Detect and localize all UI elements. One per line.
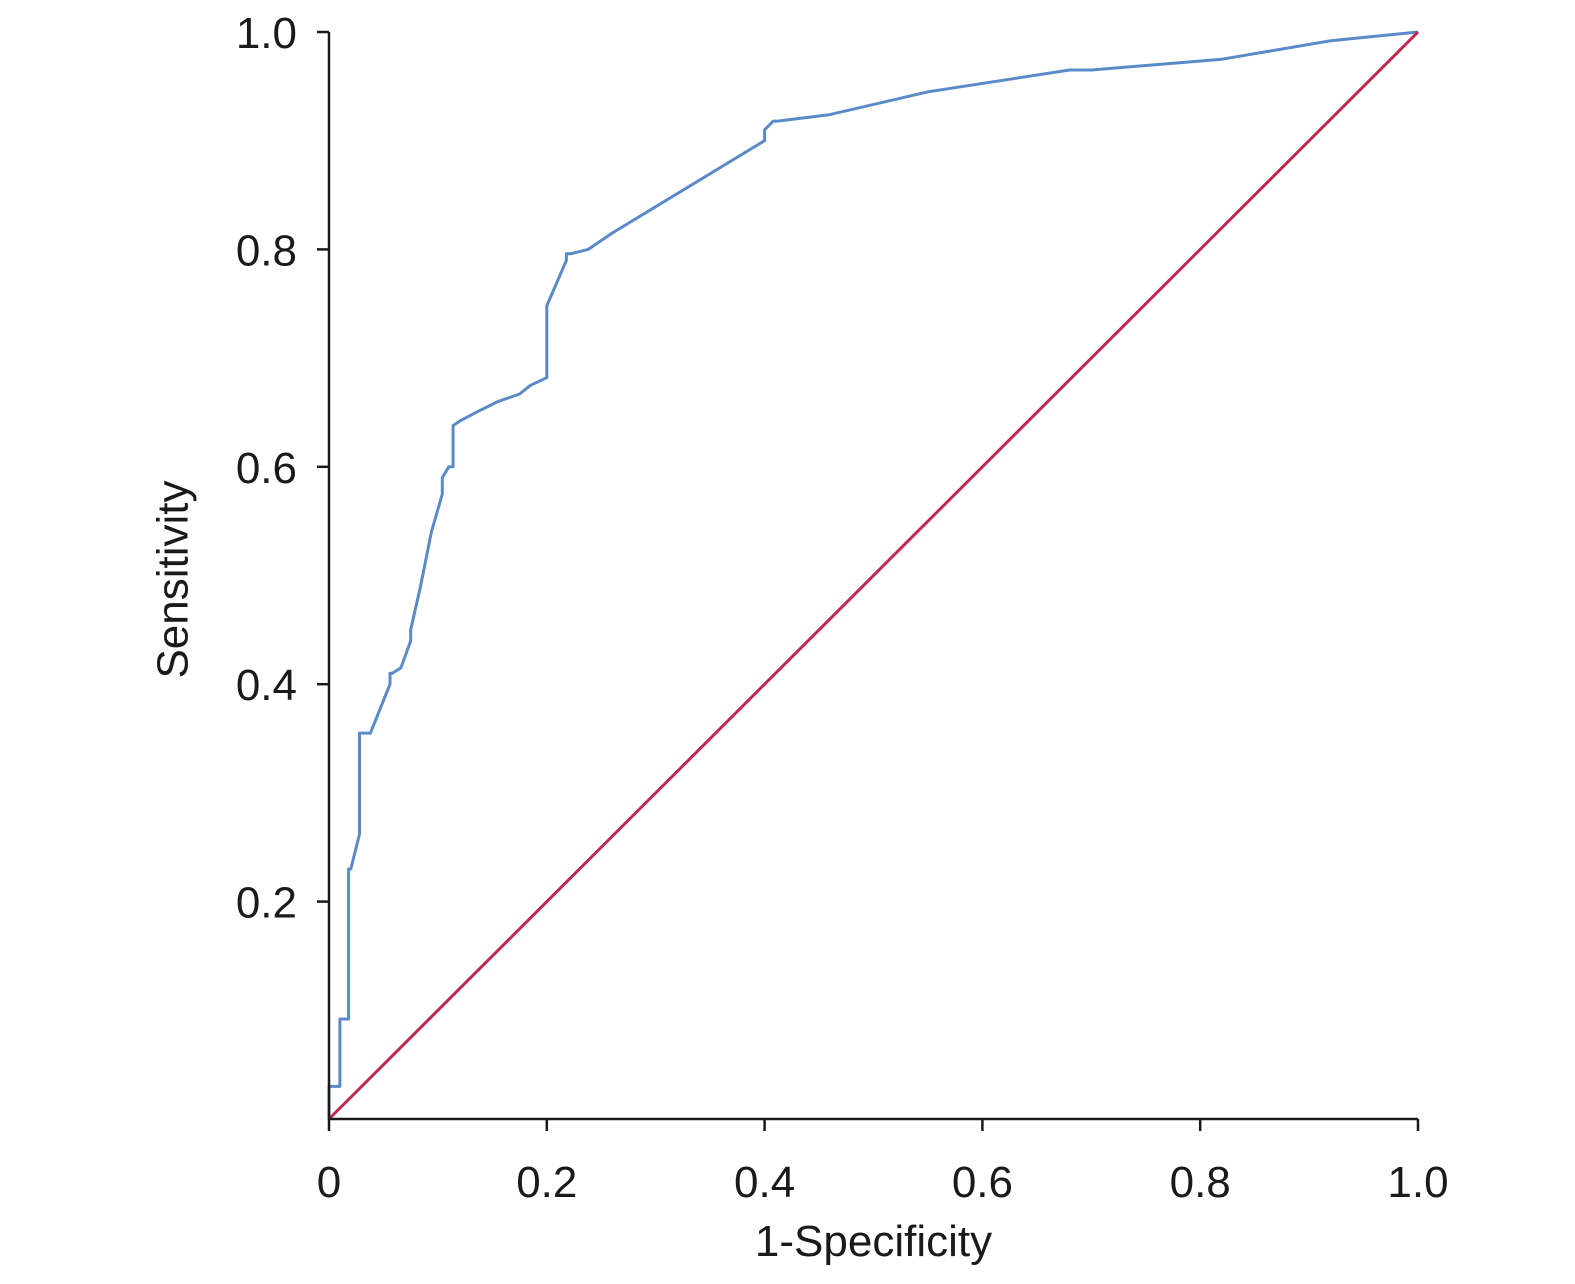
- x-tick-label: 0.2: [516, 1158, 577, 1207]
- x-tick-label: 0.8: [1170, 1158, 1231, 1207]
- plot-area: [327, 30, 1420, 1121]
- y-tick-label: 0.6: [236, 444, 297, 493]
- x-tick-label: 0.4: [734, 1158, 795, 1207]
- x-axis-label: 1-Specificity: [755, 1217, 992, 1266]
- ticks: 0 0.2 0.4 0.6 0.8 1.0 0.2 0.4 0.6 0.8 1.0: [236, 9, 1449, 1207]
- roc-curve-line: [327, 30, 1419, 1119]
- x-tick-label: 0.6: [952, 1158, 1013, 1207]
- y-tick-label: 0.4: [236, 661, 297, 710]
- y-tick-label: 0.2: [236, 879, 297, 928]
- axes: [327, 32, 1418, 1121]
- y-axis-label: Sensitivity: [148, 480, 197, 678]
- x-tick-label: 1.0: [1387, 1158, 1448, 1207]
- y-tick-label: 0.8: [236, 226, 297, 275]
- y-tick-label: 1.0: [236, 9, 297, 58]
- x-tick-label: 0: [317, 1158, 341, 1207]
- reference-diagonal-line: [327, 30, 1420, 1121]
